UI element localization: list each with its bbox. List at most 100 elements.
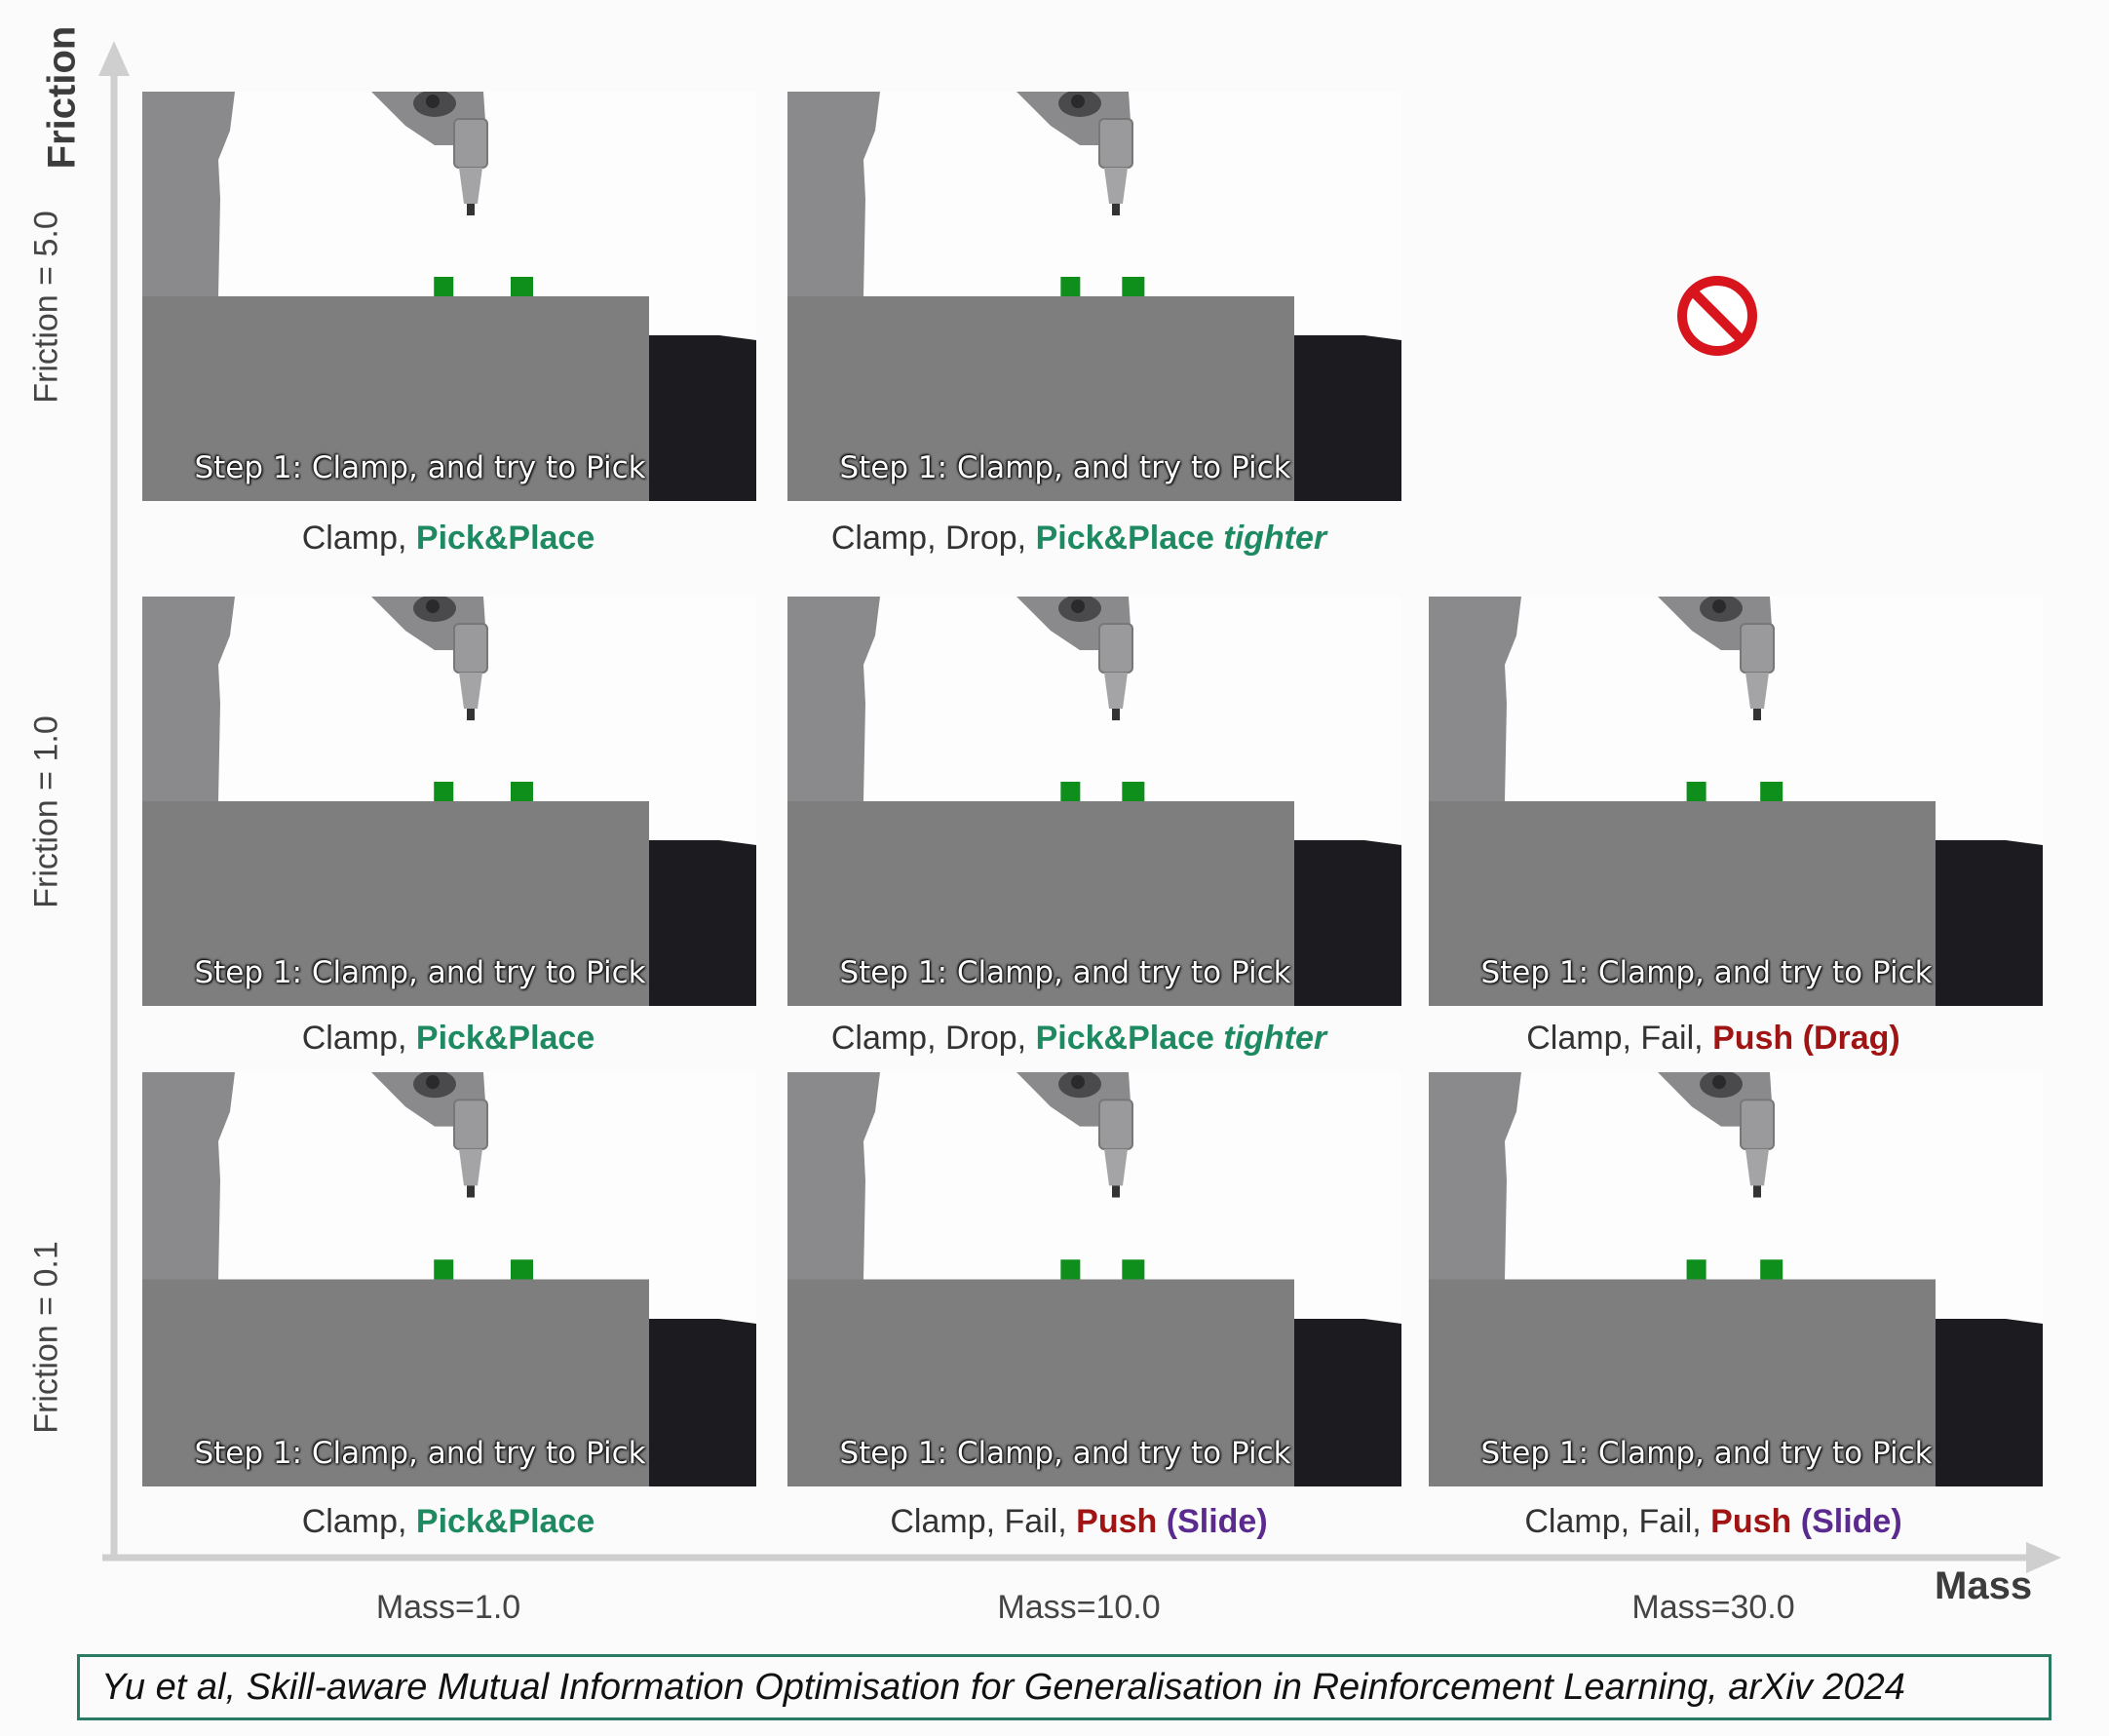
robot-joint-center (1071, 95, 1085, 108)
green-block (1760, 1259, 1783, 1280)
caption-segment: Clamp, (301, 1503, 416, 1540)
citation-text: Yu et al, Skill-aware Mutual Information… (101, 1666, 1905, 1708)
step-overlay-text: Step 1: Clamp, and try to Pick (839, 955, 1291, 990)
robot-base (142, 1072, 235, 1280)
caption-segment: Push (1710, 1503, 1792, 1540)
table-surface (1429, 1279, 1936, 1486)
caption-segment: Pick&Place (415, 520, 595, 557)
robot-base (787, 597, 880, 801)
table-surface (787, 1279, 1294, 1486)
caption-segment: Push (1712, 1020, 1794, 1057)
step-overlay-text: Step 1: Clamp, and try to Pick (839, 450, 1291, 485)
caption-segment: Clamp, Drop, (830, 520, 1036, 557)
step-overlay-text: Step 1: Clamp, and try to Pick (1480, 955, 1933, 990)
table-surface (142, 296, 649, 501)
caption-segment: Pick&Place (415, 1503, 595, 1540)
y-axis-title: Friction (40, 25, 84, 170)
caption-segment: (Slide) (1791, 1503, 1902, 1540)
robot-base (787, 1072, 880, 1280)
caption-segment: tighter (1223, 520, 1327, 557)
caption-segment: Clamp, Fail, (1524, 1503, 1711, 1540)
gripper-body (453, 1099, 488, 1150)
green-block (511, 782, 533, 801)
scenario-caption: Clamp, Pick&Place (302, 1503, 595, 1541)
green-block (1686, 782, 1706, 801)
robot-joint-center (1071, 599, 1085, 613)
green-block (434, 1259, 454, 1280)
scenario-caption: Clamp, Fail, Push (Drag) (1526, 1020, 1900, 1058)
simulation-scene (787, 1072, 1401, 1486)
dark-box (1936, 1318, 2043, 1486)
citation-box: Yu et al, Skill-aware Mutual Information… (77, 1654, 2051, 1720)
step-overlay-text: Step 1: Clamp, and try to Pick (1480, 1436, 1933, 1471)
caption-segment: Clamp, (301, 520, 416, 557)
dark-box (1294, 840, 1401, 1006)
green-block (511, 277, 533, 296)
dark-box (649, 1318, 756, 1486)
gripper-finger (1745, 673, 1769, 709)
dark-box (649, 335, 756, 501)
table-surface (787, 296, 1294, 501)
gripper-tip (1112, 709, 1120, 720)
green-block (1122, 782, 1145, 801)
simulation-scene (1429, 597, 2043, 1006)
robot-base (142, 92, 235, 296)
caption-segment: Clamp, Fail, (1526, 1020, 1713, 1057)
scenario-caption: Clamp, Pick&Place (302, 520, 595, 558)
step-overlay-text: Step 1: Clamp, and try to Pick (839, 1436, 1291, 1471)
row-label-friction-0-1: Friction = 0.1 (27, 1241, 65, 1434)
gripper-body (1098, 118, 1133, 169)
gripper-finger (459, 168, 482, 204)
gripper-finger (1104, 1148, 1128, 1186)
robot-base (1429, 1072, 1521, 1280)
simulation-scene (142, 1072, 756, 1486)
green-block (511, 1259, 533, 1280)
scenario-panel: Step 1: Clamp, and try to Pick (1429, 1072, 2043, 1486)
row-label-friction-5: Friction = 5.0 (27, 211, 65, 404)
gripper-body (453, 118, 488, 169)
robot-joint-center (1712, 1075, 1726, 1090)
caption-segment: (Drag) (1793, 1020, 1900, 1057)
green-block (434, 782, 454, 801)
green-block (1060, 782, 1081, 801)
caption-segment: Clamp, (301, 1020, 416, 1057)
gripper-finger (1104, 673, 1128, 709)
table-surface (787, 801, 1294, 1006)
robot-joint-center (426, 1075, 440, 1090)
robot-base (1429, 597, 1521, 801)
robot-joint-center (426, 95, 440, 108)
gripper-finger (1104, 168, 1128, 204)
scenario-caption: Clamp, Pick&Place (302, 1020, 595, 1058)
gripper-body (1098, 1099, 1133, 1150)
step-overlay-text: Step 1: Clamp, and try to Pick (194, 1436, 646, 1471)
green-block (1686, 1259, 1706, 1280)
caption-segment: Pick&Place (1035, 1020, 1224, 1057)
caption-segment: Clamp, Fail, (890, 1503, 1077, 1540)
scenario-caption: Clamp, Drop, Pick&Place tighter (831, 520, 1326, 558)
table-surface (142, 1279, 649, 1486)
dark-box (1936, 840, 2043, 1006)
gripper-finger (459, 673, 482, 709)
caption-segment: Pick&Place (1035, 520, 1224, 557)
simulation-scene (142, 92, 756, 501)
caption-segment: (Slide) (1157, 1503, 1268, 1540)
scenario-panel: Step 1: Clamp, and try to Pick (787, 597, 1401, 1006)
scenario-panel: Step 1: Clamp, and try to Pick (142, 92, 756, 501)
gripper-tip (467, 709, 475, 720)
simulation-scene (787, 92, 1401, 501)
col-label-mass-10: Mass=10.0 (997, 1589, 1161, 1626)
green-block (1122, 1259, 1145, 1280)
gripper-finger (1745, 1148, 1769, 1186)
scenario-panel: Step 1: Clamp, and try to Pick (787, 92, 1401, 501)
robot-joint-center (1071, 1075, 1085, 1090)
gripper-tip (467, 1185, 475, 1198)
robot-base (142, 597, 235, 801)
green-block (434, 277, 454, 296)
caption-segment: tighter (1223, 1020, 1327, 1057)
scenario-panel: Step 1: Clamp, and try to Pick (142, 597, 756, 1006)
scenario-caption: Clamp, Drop, Pick&Place tighter (831, 1020, 1326, 1058)
green-block (1760, 782, 1783, 801)
col-label-mass-1: Mass=1.0 (375, 1589, 521, 1626)
scenario-panel: Step 1: Clamp, and try to Pick (1429, 597, 2043, 1006)
